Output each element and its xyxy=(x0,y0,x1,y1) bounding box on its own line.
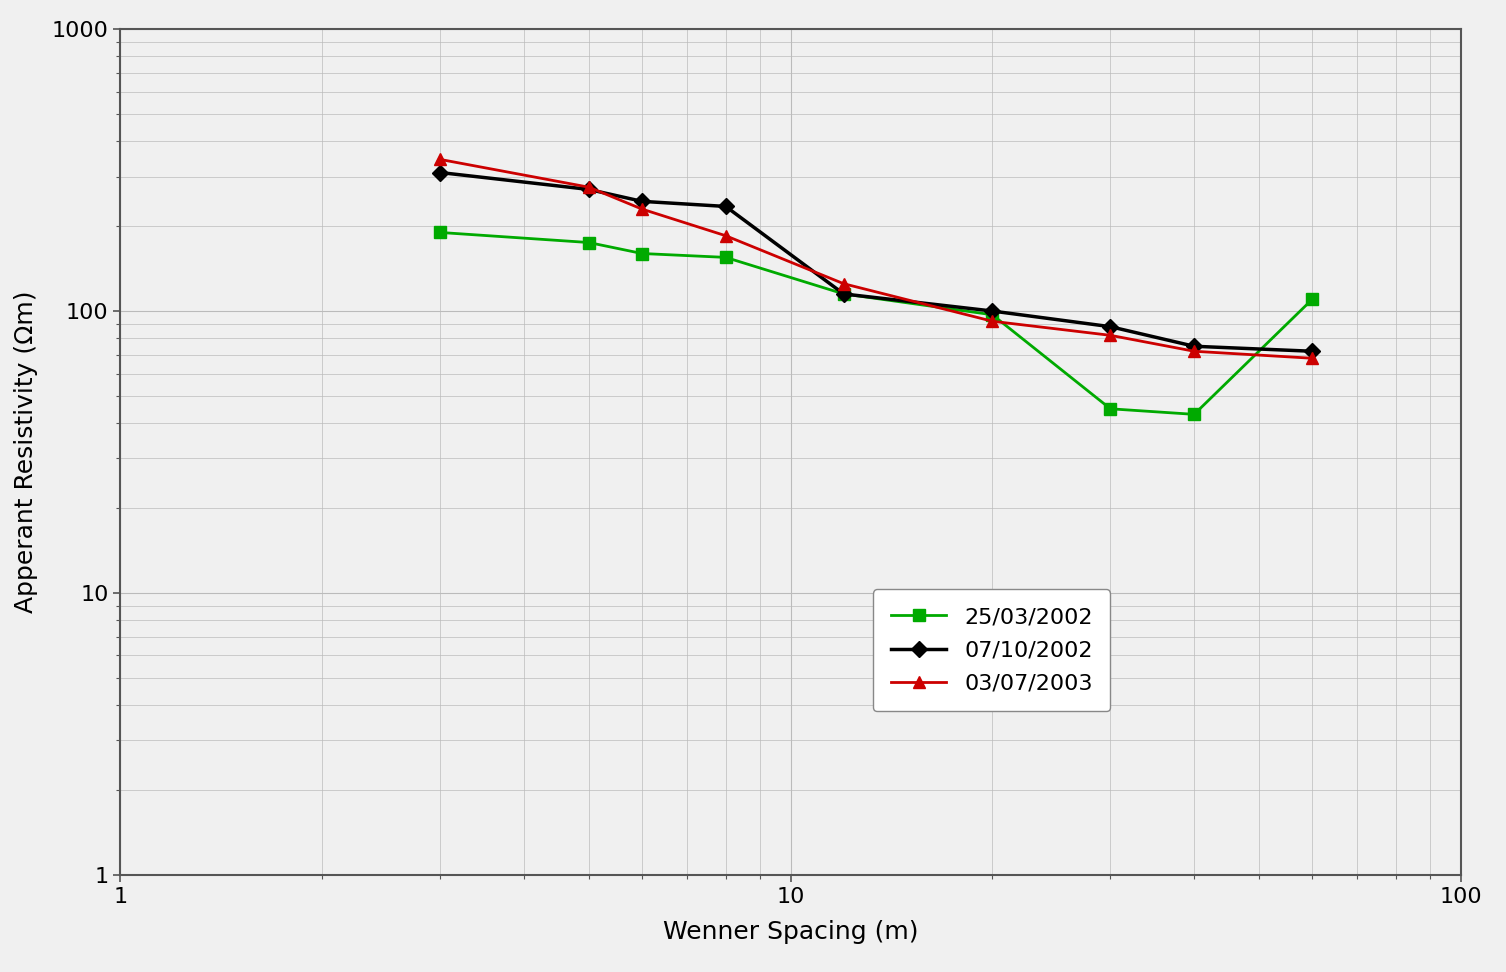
07/10/2002 xyxy=(1303,345,1321,357)
07/10/2002 xyxy=(580,184,598,195)
X-axis label: Wenner Spacing (m): Wenner Spacing (m) xyxy=(663,920,919,945)
Legend: 25/03/2002, 07/10/2002, 03/07/2003: 25/03/2002, 07/10/2002, 03/07/2003 xyxy=(873,589,1110,712)
03/07/2003 xyxy=(1101,330,1119,341)
07/10/2002 xyxy=(834,288,852,299)
25/03/2002 xyxy=(983,309,1001,321)
07/10/2002 xyxy=(633,195,651,207)
25/03/2002 xyxy=(633,248,651,260)
Line: 25/03/2002: 25/03/2002 xyxy=(435,226,1318,420)
Line: 03/07/2003: 03/07/2003 xyxy=(434,154,1318,364)
07/10/2002 xyxy=(717,200,735,212)
07/10/2002 xyxy=(983,305,1001,317)
03/07/2003 xyxy=(580,182,598,193)
25/03/2002 xyxy=(1185,408,1203,420)
03/07/2003 xyxy=(1185,345,1203,357)
03/07/2003 xyxy=(834,278,852,290)
25/03/2002 xyxy=(1101,403,1119,415)
Line: 07/10/2002: 07/10/2002 xyxy=(435,167,1318,357)
Y-axis label: Apperant Resistivity (Ωm): Apperant Resistivity (Ωm) xyxy=(14,291,38,613)
25/03/2002 xyxy=(834,288,852,299)
25/03/2002 xyxy=(580,237,598,249)
03/07/2003 xyxy=(983,316,1001,328)
03/07/2003 xyxy=(717,230,735,242)
07/10/2002 xyxy=(1185,340,1203,352)
25/03/2002 xyxy=(717,252,735,263)
25/03/2002 xyxy=(431,226,449,238)
07/10/2002 xyxy=(431,167,449,179)
07/10/2002 xyxy=(1101,321,1119,332)
25/03/2002 xyxy=(1303,294,1321,305)
03/07/2003 xyxy=(1303,353,1321,364)
03/07/2003 xyxy=(633,203,651,215)
03/07/2003 xyxy=(431,154,449,165)
